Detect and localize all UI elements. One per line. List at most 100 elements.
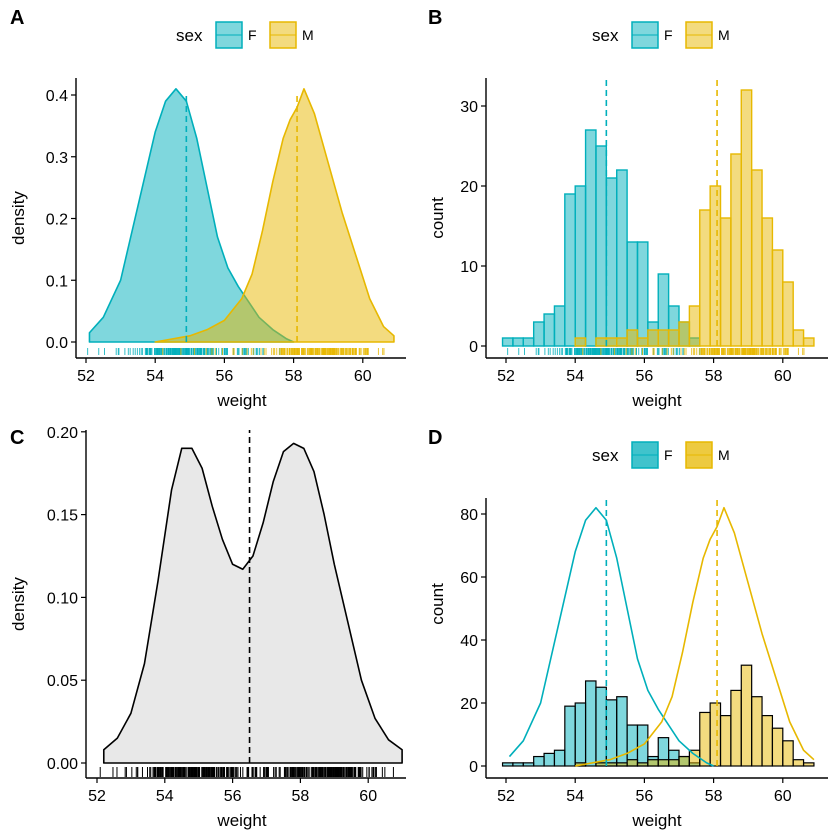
panel-letter-A: A [10, 7, 24, 29]
x-tick-label: 52 [497, 368, 515, 385]
bar-M-20 [709, 702, 722, 767]
bar-M-13 [636, 337, 649, 347]
legend: sex F M [592, 21, 730, 49]
bar-F-4 [543, 313, 556, 347]
x-axis-title: weight [216, 811, 266, 830]
bar-M-27 [782, 740, 794, 767]
x-tick-label: 54 [566, 788, 584, 805]
y-tick-label: 0.20 [47, 425, 78, 442]
bar-M-29 [802, 762, 815, 767]
x-tick-label: 60 [774, 368, 792, 385]
x-tick-label: 60 [774, 788, 792, 805]
bar-F-9 [595, 686, 607, 767]
x-tick-label: 54 [566, 368, 584, 385]
bar-F-10 [605, 177, 618, 347]
y-tick-label: 20 [460, 179, 478, 196]
bar-F-5 [553, 305, 566, 347]
x-axis-title: weight [631, 391, 681, 410]
bar-M-23 [740, 664, 753, 767]
x-tick-label: 58 [705, 788, 723, 805]
bar-M-13 [636, 762, 649, 767]
bar-M-22 [730, 689, 742, 767]
bar-M-21 [719, 217, 732, 347]
bar-M-18 [688, 305, 701, 347]
panel-C: C 52 54 56 58 60 0.00 0.05 0.10 0.15 0.20 weight den… [9, 425, 406, 830]
bar-F-7 [574, 185, 587, 347]
rug [507, 348, 805, 355]
y-tick-label: 20 [460, 696, 478, 713]
legend-label-M: M [718, 27, 730, 43]
bar-M-28 [792, 329, 805, 347]
bar-M-26 [771, 249, 784, 347]
x-axis-title: weight [631, 811, 681, 830]
bar-F-9 [595, 145, 608, 347]
bar-M-15 [657, 759, 670, 767]
y-tick-label: 0 [469, 759, 478, 776]
axes: 52 54 56 58 60 0 20 40 60 80 weight count [428, 498, 828, 830]
x-tick-label: 60 [359, 788, 377, 805]
legend-label-M: M [718, 447, 730, 463]
bar-F-11 [616, 169, 628, 347]
bar-M-19 [699, 209, 711, 347]
x-axis-title: weight [216, 391, 266, 410]
legend-label-F: F [664, 27, 673, 43]
bar-M-19 [699, 711, 711, 767]
x-tick-label: 58 [285, 368, 303, 385]
bar-M-9 [595, 337, 608, 347]
bar-M-16 [667, 329, 680, 347]
bar-F-0 [501, 337, 514, 347]
bar-F-8 [584, 129, 597, 347]
y-tick-label: 0.05 [47, 673, 78, 690]
y-tick-label: 80 [460, 507, 478, 524]
bar-F-5 [553, 749, 566, 767]
bar-M-12 [626, 329, 639, 347]
x-tick-label: 52 [88, 788, 106, 805]
bar-M-14 [647, 329, 659, 347]
y-tick-label: 0 [469, 339, 478, 356]
bar-F-7 [574, 702, 587, 767]
bar-F-2 [522, 762, 535, 767]
x-tick-label: 54 [146, 368, 164, 385]
bar-M-11 [616, 762, 628, 767]
panel-letter-B: B [428, 7, 442, 29]
x-tick-label: 56 [636, 788, 654, 805]
y-tick-label: 0.00 [47, 756, 78, 773]
bar-M-25 [761, 217, 774, 347]
density-line-F [508, 506, 714, 767]
bar-M-14 [647, 759, 659, 767]
bar-M-17 [678, 321, 691, 347]
bar-M-17 [678, 755, 690, 767]
bar-M-28 [792, 759, 805, 767]
bar-F-6 [564, 705, 576, 767]
bar-M-26 [771, 727, 784, 767]
rug [87, 348, 385, 355]
density-line-M [575, 506, 815, 767]
x-tick-label: 52 [77, 368, 95, 385]
bar-F-1 [512, 337, 524, 347]
x-tick-label: 58 [705, 368, 723, 385]
plot-area [88, 88, 395, 343]
bar-M-11 [616, 337, 628, 347]
bar-M-29 [802, 337, 815, 347]
rug [99, 767, 394, 777]
x-tick-label: 54 [156, 788, 174, 805]
y-tick-label: 0.15 [47, 508, 78, 525]
bar-M-24 [750, 169, 763, 347]
x-tick-label: 60 [354, 368, 372, 385]
x-tick-label: 56 [636, 368, 654, 385]
bar-M-24 [751, 696, 763, 767]
legend-label-F: F [664, 447, 673, 463]
bar-F-3 [532, 321, 545, 347]
y-tick-label: 10 [460, 259, 478, 276]
bar-M-7 [574, 337, 587, 347]
bar-M-9 [595, 762, 607, 767]
y-axis-title: count [428, 583, 447, 625]
bar-M-10 [605, 762, 618, 767]
y-tick-label: 40 [460, 633, 478, 650]
bar-M-25 [761, 714, 774, 767]
x-tick-label: 56 [216, 368, 234, 385]
axes: 52 54 56 58 60 0 10 20 30 weight count [428, 78, 828, 410]
legend-title: sex [592, 26, 619, 45]
